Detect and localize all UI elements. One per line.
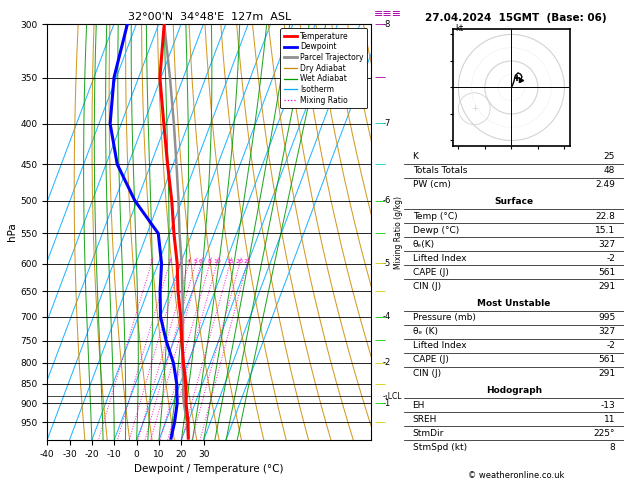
Text: 25: 25 (243, 259, 252, 263)
Y-axis label: hPa: hPa (8, 223, 18, 242)
Text: 8: 8 (610, 443, 615, 452)
Text: -1: -1 (382, 399, 391, 408)
Text: CIN (J): CIN (J) (413, 369, 441, 379)
Text: —: — (374, 119, 386, 129)
Text: 225°: 225° (594, 429, 615, 438)
Text: 11: 11 (604, 415, 615, 424)
Text: Dewp (°C): Dewp (°C) (413, 226, 459, 235)
Text: —: — (374, 358, 386, 368)
Text: Mixing Ratio (g/kg): Mixing Ratio (g/kg) (394, 195, 403, 269)
Text: Totals Totals: Totals Totals (413, 166, 467, 175)
Text: 2: 2 (167, 259, 172, 263)
Text: -5: -5 (382, 259, 391, 268)
Text: © weatheronline.co.uk: © weatheronline.co.uk (467, 471, 564, 480)
Text: 1: 1 (150, 259, 153, 263)
Text: —: — (374, 286, 386, 296)
Text: —: — (374, 72, 386, 83)
Text: —: — (374, 195, 386, 206)
Text: 327: 327 (598, 327, 615, 336)
Text: -2: -2 (606, 341, 615, 350)
Text: 15.1: 15.1 (595, 226, 615, 235)
Text: —: — (374, 159, 386, 169)
Text: 561: 561 (598, 355, 615, 364)
Text: StmDir: StmDir (413, 429, 444, 438)
Text: -₁LCL: -₁LCL (382, 392, 402, 401)
Text: —: — (374, 228, 386, 239)
Text: θₑ (K): θₑ (K) (413, 327, 438, 336)
Text: 3: 3 (179, 259, 182, 263)
Text: Hodograph: Hodograph (486, 386, 542, 396)
Text: θₑ(K): θₑ(K) (413, 240, 435, 249)
Text: PW (cm): PW (cm) (413, 180, 450, 190)
Text: 8: 8 (208, 259, 212, 263)
Text: —: — (374, 312, 386, 322)
Text: CIN (J): CIN (J) (413, 282, 441, 291)
Text: 15: 15 (226, 259, 234, 263)
Text: —: — (374, 259, 386, 269)
Text: -13: -13 (601, 400, 615, 410)
Text: 20: 20 (236, 259, 243, 263)
Text: 25: 25 (604, 152, 615, 161)
Text: CAPE (J): CAPE (J) (413, 355, 448, 364)
Text: 10: 10 (213, 259, 221, 263)
Text: -2: -2 (606, 254, 615, 263)
Text: 6: 6 (199, 259, 203, 263)
Text: —: — (374, 335, 386, 346)
Text: -6: -6 (382, 196, 391, 205)
Text: ≡≡≡: ≡≡≡ (374, 9, 403, 19)
Text: SREH: SREH (413, 415, 437, 424)
Text: -7: -7 (382, 119, 391, 128)
Text: Temp (°C): Temp (°C) (413, 211, 457, 221)
Text: —: — (374, 19, 386, 29)
Text: Most Unstable: Most Unstable (477, 299, 550, 308)
Text: StmSpd (kt): StmSpd (kt) (413, 443, 467, 452)
Text: 291: 291 (598, 369, 615, 379)
Text: Pressure (mb): Pressure (mb) (413, 313, 476, 322)
Text: 995: 995 (598, 313, 615, 322)
Text: —: — (374, 417, 386, 427)
Text: Lifted Index: Lifted Index (413, 341, 466, 350)
Text: kt: kt (455, 24, 464, 33)
Text: 291: 291 (598, 282, 615, 291)
Text: —: — (374, 379, 386, 389)
Text: 327: 327 (598, 240, 615, 249)
X-axis label: Dewpoint / Temperature (°C): Dewpoint / Temperature (°C) (135, 464, 284, 474)
Legend: Temperature, Dewpoint, Parcel Trajectory, Dry Adiabat, Wet Adiabat, Isotherm, Mi: Temperature, Dewpoint, Parcel Trajectory… (280, 28, 367, 108)
Text: 2.49: 2.49 (595, 180, 615, 190)
Text: Lifted Index: Lifted Index (413, 254, 466, 263)
Text: -4: -4 (382, 312, 391, 321)
Text: 4: 4 (187, 259, 191, 263)
Text: +: + (471, 104, 477, 113)
Text: EH: EH (413, 400, 425, 410)
Text: Surface: Surface (494, 197, 533, 207)
Text: 48: 48 (604, 166, 615, 175)
Title: 32°00'N  34°48'E  127m  ASL: 32°00'N 34°48'E 127m ASL (128, 12, 291, 22)
Text: K: K (413, 152, 418, 161)
Text: 5: 5 (194, 259, 198, 263)
Text: -2: -2 (382, 358, 391, 367)
Text: -8: -8 (382, 20, 391, 29)
Text: 27.04.2024  15GMT  (Base: 06): 27.04.2024 15GMT (Base: 06) (425, 13, 606, 23)
Text: 561: 561 (598, 268, 615, 277)
Text: CAPE (J): CAPE (J) (413, 268, 448, 277)
Text: —: — (374, 399, 386, 408)
Text: 22.8: 22.8 (595, 211, 615, 221)
